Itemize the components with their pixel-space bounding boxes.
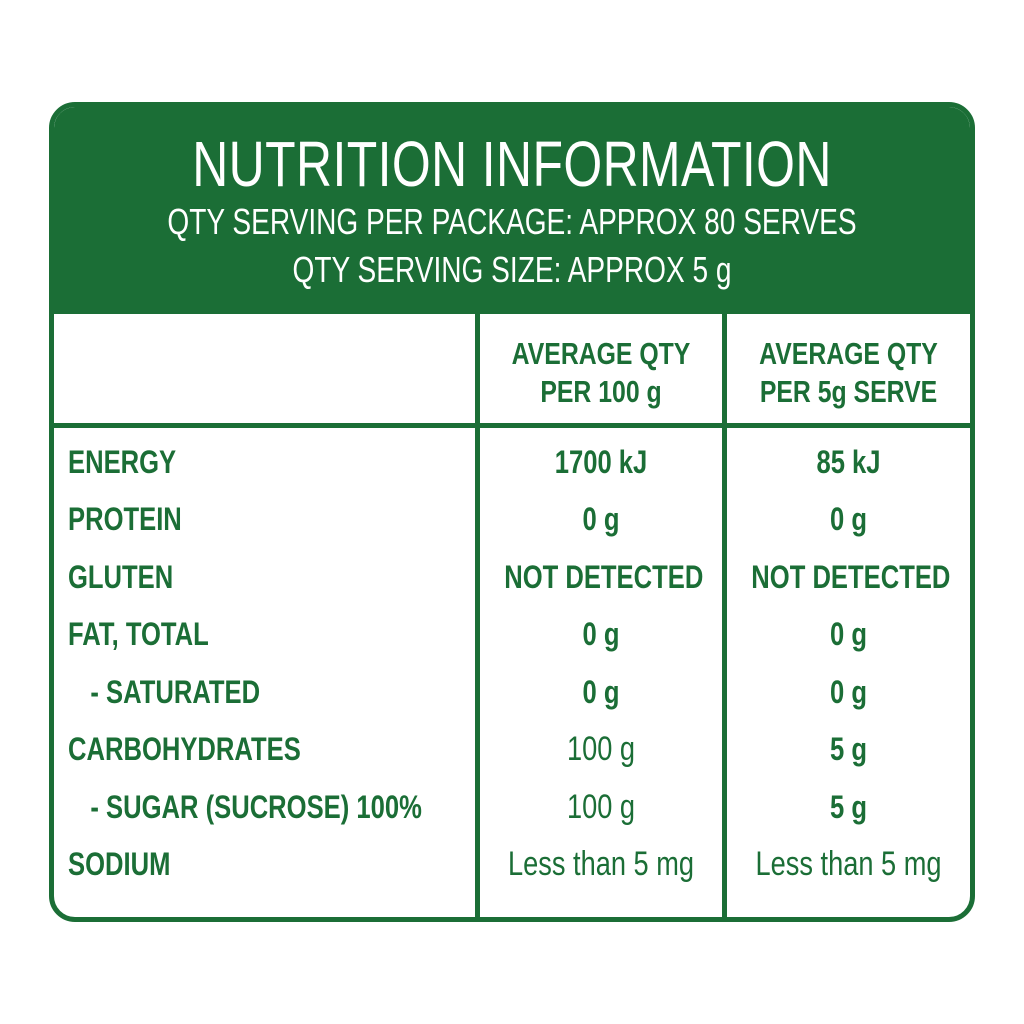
row-sugar-perserve: 5 g (830, 789, 867, 825)
row-carbohydrates-per100: 100 g (566, 730, 636, 768)
panel-header: NUTRITION INFORMATION QTY SERVING PER PA… (54, 107, 970, 314)
row-gluten-perserve: NOT DETECTED (751, 559, 951, 595)
serving-size: QTY SERVING SIZE: APPROX 5 g (292, 249, 732, 290)
row-sugar-per100: 100 g (566, 788, 636, 826)
row-fat-total-perserve: 0 g (830, 616, 867, 652)
row-fat-total-per100: 0 g (582, 616, 620, 652)
row-protein-per100: 0 g (582, 501, 620, 537)
row-energy-perserve: 85 kJ (816, 444, 881, 480)
row-protein-perserve: 0 g (830, 501, 867, 537)
row-label-sugar: - SUGAR (SUCROSE) 100% (90, 789, 422, 825)
column-header-per-serve-line1: AVERAGE QTY (759, 336, 938, 371)
row-label-carbohydrates: CARBOHYDRATES (68, 731, 301, 767)
column-header-per-100g-line2: PER 100 g (540, 374, 662, 409)
column-header-per-serve-line2: PER 5g SERVE (759, 374, 938, 409)
row-label-saturated: - SATURATED (90, 674, 261, 710)
row-label-protein: PROTEIN (68, 501, 182, 537)
row-label-sodium: SODIUM (68, 846, 171, 882)
row-gluten-per100: NOT DETECTED (504, 559, 704, 595)
servings-per-package: QTY SERVING PER PACKAGE: APPROX 80 SERVE… (167, 201, 857, 242)
column-header-per-serve: AVERAGE QTY PER 5g SERVE (751, 335, 945, 411)
row-saturated-per100: 0 g (582, 674, 620, 710)
header-row-divider (54, 423, 970, 428)
row-carbohydrates-perserve: 5 g (830, 731, 867, 767)
row-sodium-perserve: Less than 5 mg (755, 845, 942, 883)
column-header-per-100g-line1: AVERAGE QTY (511, 336, 691, 371)
row-label-fat-total: FAT, TOTAL (68, 616, 209, 652)
nutrition-panel: NUTRITION INFORMATION QTY SERVING PER PA… (49, 102, 975, 922)
row-energy-per100: 1700 kJ (554, 444, 648, 480)
column-divider-1 (475, 314, 480, 917)
column-header-per-100g: AVERAGE QTY PER 100 g (504, 335, 698, 411)
row-sodium-per100: Less than 5 mg (508, 845, 694, 883)
column-divider-2 (722, 314, 727, 917)
panel-title: NUTRITION INFORMATION (192, 128, 832, 200)
row-label-energy: ENERGY (68, 444, 177, 480)
row-saturated-perserve: 0 g (830, 674, 867, 710)
row-label-gluten: GLUTEN (68, 559, 174, 595)
